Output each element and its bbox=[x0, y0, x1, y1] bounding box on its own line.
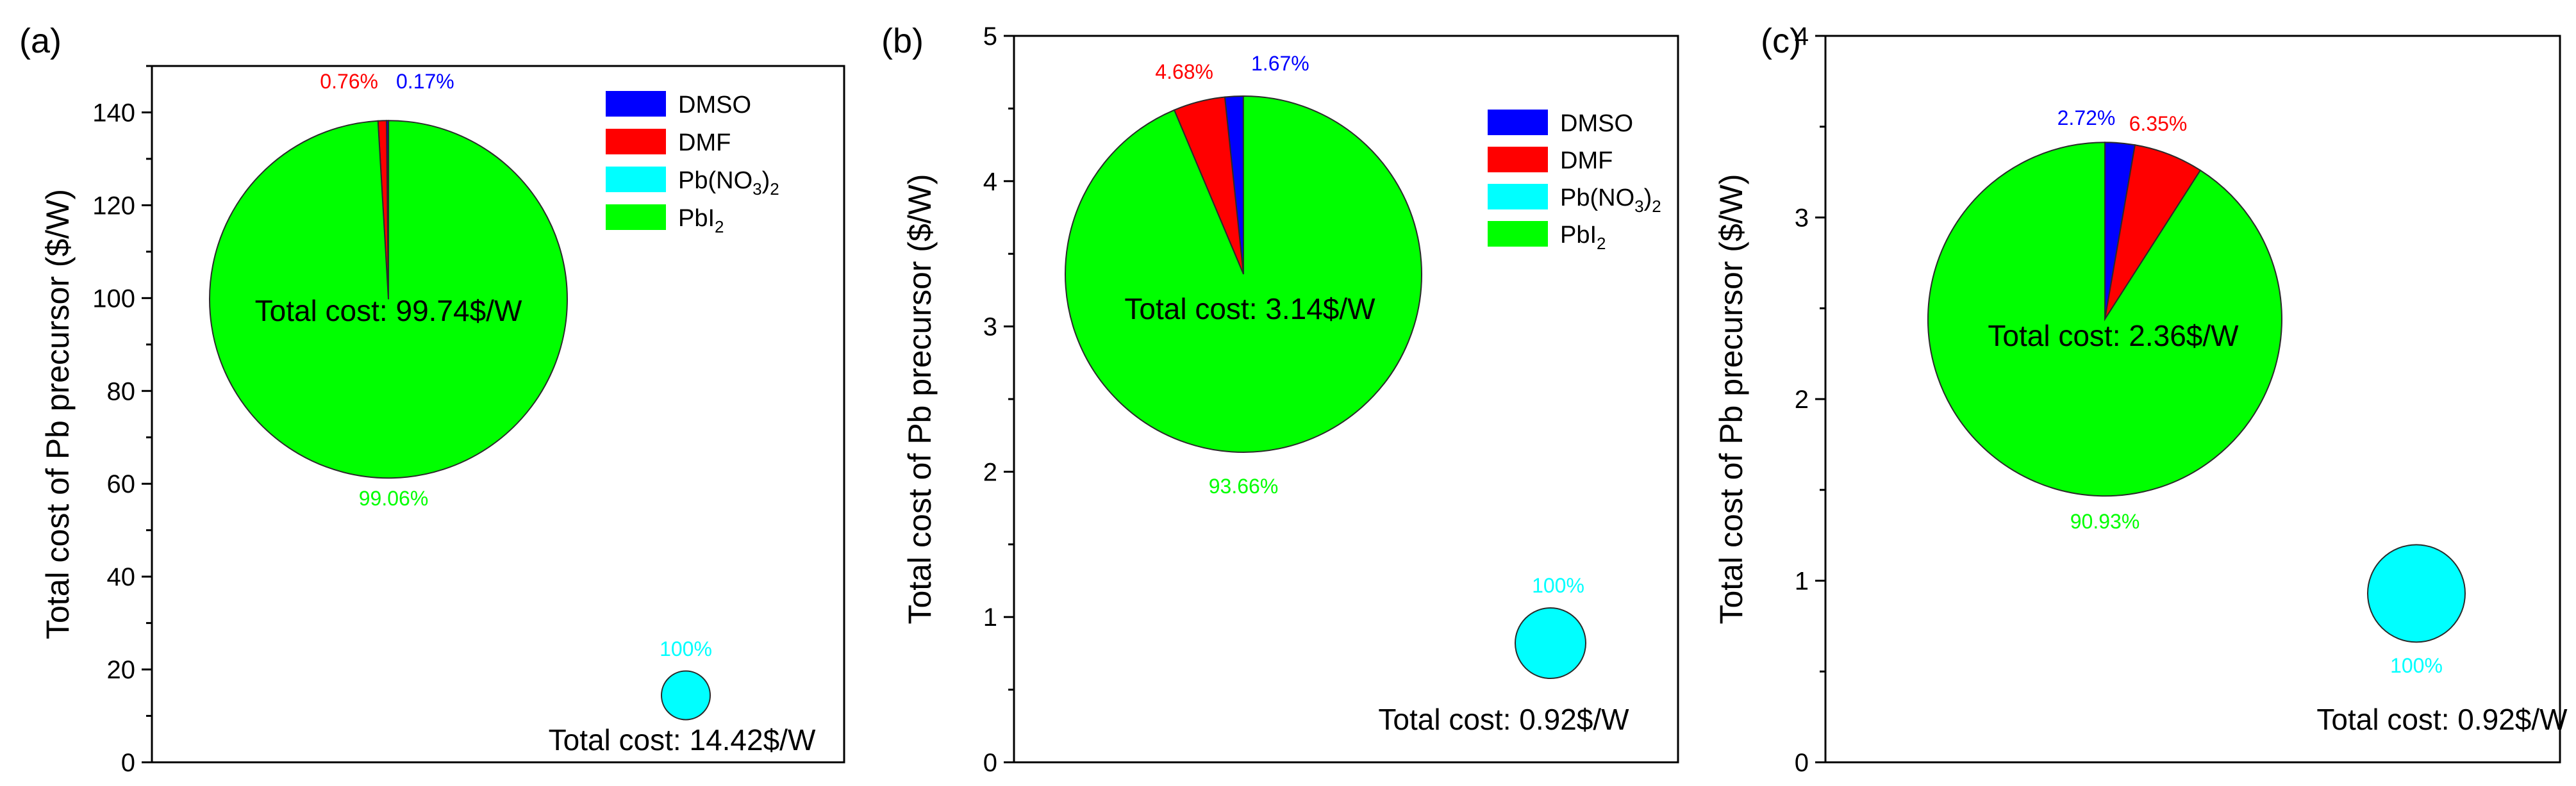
pie-mixed-precursor: 2.72% 6.35% 90.93% Total cost: 2.36$/W bbox=[1927, 106, 2282, 533]
y-tick-label: 4 bbox=[983, 168, 997, 196]
legend-label-pbi2: PbI2 bbox=[1560, 222, 1606, 253]
slice-percent-label: 100% bbox=[2390, 654, 2443, 677]
y-axis-title: Total cost of Pb precursor ($/W) bbox=[1713, 174, 1749, 624]
legend-label-dmf: DMF bbox=[1560, 147, 1613, 174]
chart-panel-b: (b) 0 1 2 3 4 5 Total cost of Pb precursor ($/W… bbox=[881, 22, 1679, 777]
slice-percent-label: 6.35% bbox=[2129, 112, 2188, 135]
legend-label-pbno3: Pb(NO3)2 bbox=[1560, 184, 1661, 216]
total-cost-label: Total cost: 14.42$/W bbox=[549, 723, 816, 757]
slice-percent-label: 93.66% bbox=[1209, 475, 1279, 498]
legend-swatch-pbno3 bbox=[606, 167, 666, 192]
y-tick-label: 4 bbox=[1795, 22, 1809, 51]
y-tick-label: 2 bbox=[1795, 386, 1809, 414]
y-tick-label: 120 bbox=[92, 192, 135, 220]
y-tick-label: 1 bbox=[983, 603, 997, 632]
pie-pbno3-precursor: 100% Total cost: 0.92$/W bbox=[2316, 544, 2568, 736]
y-axis-title: Total cost of Pb precursor ($/W) bbox=[902, 174, 938, 624]
y-tick-label: 100 bbox=[92, 284, 135, 313]
y-tick-label: 2 bbox=[983, 458, 997, 486]
y-tick-label: 20 bbox=[107, 656, 136, 684]
legend-swatch-pbno3 bbox=[1488, 184, 1548, 209]
legend-label-dmso: DMSO bbox=[1560, 110, 1633, 137]
y-tick-label: 60 bbox=[107, 470, 136, 498]
slice-percent-label: 2.72% bbox=[2057, 106, 2116, 129]
legend-swatch-dmso bbox=[606, 91, 666, 117]
slice-percent-label: 99.06% bbox=[359, 487, 429, 510]
y-tick-label: 1 bbox=[1795, 568, 1809, 596]
legend-label-dmso: DMSO bbox=[678, 92, 751, 119]
chart-panel-c: (c) 0 1 2 3 4 Total cost of Pb precursor ($/W)… bbox=[1713, 22, 2568, 777]
y-axis-title: Total cost of Pb precursor ($/W) bbox=[40, 189, 76, 639]
pie-slice-pbi2 bbox=[1065, 95, 1422, 453]
pie-slice-pbno3 bbox=[2367, 544, 2466, 643]
legend-swatch-pbi2 bbox=[1488, 221, 1548, 247]
legend-b: DMSO DMF Pb(NO3)2 PbI2 bbox=[1488, 110, 1661, 253]
panel-label: (c) bbox=[1761, 22, 1801, 60]
legend-swatch-dmf bbox=[1488, 147, 1548, 172]
slice-percent-label: 100% bbox=[1532, 574, 1584, 597]
panel-label: (a) bbox=[19, 22, 62, 60]
y-tick-label: 140 bbox=[92, 99, 135, 127]
y-tick-label: 3 bbox=[1795, 204, 1809, 233]
slice-percent-label: 0.17% bbox=[396, 70, 454, 93]
total-cost-label: Total cost: 3.14$/W bbox=[1124, 292, 1375, 325]
legend-swatch-dmso bbox=[1488, 110, 1548, 135]
slice-percent-label: 1.67% bbox=[1251, 52, 1309, 75]
pie-slice-pbno3 bbox=[1515, 607, 1586, 680]
y-tick-label: 0 bbox=[121, 749, 135, 777]
slice-percent-label: 90.93% bbox=[2070, 510, 2140, 533]
slice-percent-label: 0.76% bbox=[320, 70, 378, 93]
pie-pbno3-precursor: 100% Total cost: 0.92$/W bbox=[1378, 574, 1629, 736]
pie-slice-pbi2 bbox=[1927, 142, 2282, 497]
pie-mixed-precursor: 1.67% 4.68% 93.66% Total cost: 3.14$/W bbox=[1065, 52, 1422, 498]
y-tick-label: 80 bbox=[107, 377, 136, 405]
total-cost-label: Total cost: 0.92$/W bbox=[1378, 703, 1629, 736]
plot-frame bbox=[151, 65, 845, 764]
y-tick-label: 0 bbox=[983, 749, 997, 777]
chart-panel-a: (a) 0 20 40 60 80 100 120 140 Total cost of Pb pr… bbox=[19, 22, 845, 777]
panel-label: (b) bbox=[881, 22, 924, 60]
y-tick-label: 40 bbox=[107, 563, 136, 591]
y-tick-label: 3 bbox=[983, 313, 997, 341]
slice-percent-label: 4.68% bbox=[1155, 60, 1213, 83]
pie-slice-pbno3 bbox=[661, 670, 711, 721]
legend-label-pbno3: Pb(NO3)2 bbox=[678, 167, 779, 199]
pie-pbno3-precursor: 100% Total cost: 14.42$/W bbox=[549, 637, 816, 757]
total-cost-label: Total cost: 0.92$/W bbox=[2316, 703, 2568, 736]
y-tick-label: 0 bbox=[1795, 749, 1809, 777]
pie-slice-pbi2 bbox=[209, 120, 568, 479]
slice-percent-label: 100% bbox=[660, 637, 712, 660]
legend-swatch-pbi2 bbox=[606, 204, 666, 230]
total-cost-label: Total cost: 99.74$/W bbox=[255, 294, 522, 327]
legend-label-pbi2: PbI2 bbox=[678, 205, 724, 236]
pie-mixed-precursor: 0.17% 0.76% 99.06% Total cost: 99.74$/W bbox=[209, 70, 568, 510]
y-tick-label: 5 bbox=[983, 22, 997, 51]
legend-a: DMSO DMF Pb(NO3)2 PbI2 bbox=[606, 91, 779, 236]
legend-label-dmf: DMF bbox=[678, 129, 731, 156]
total-cost-label: Total cost: 2.36$/W bbox=[1988, 319, 2239, 352]
legend-swatch-dmf bbox=[606, 129, 666, 154]
